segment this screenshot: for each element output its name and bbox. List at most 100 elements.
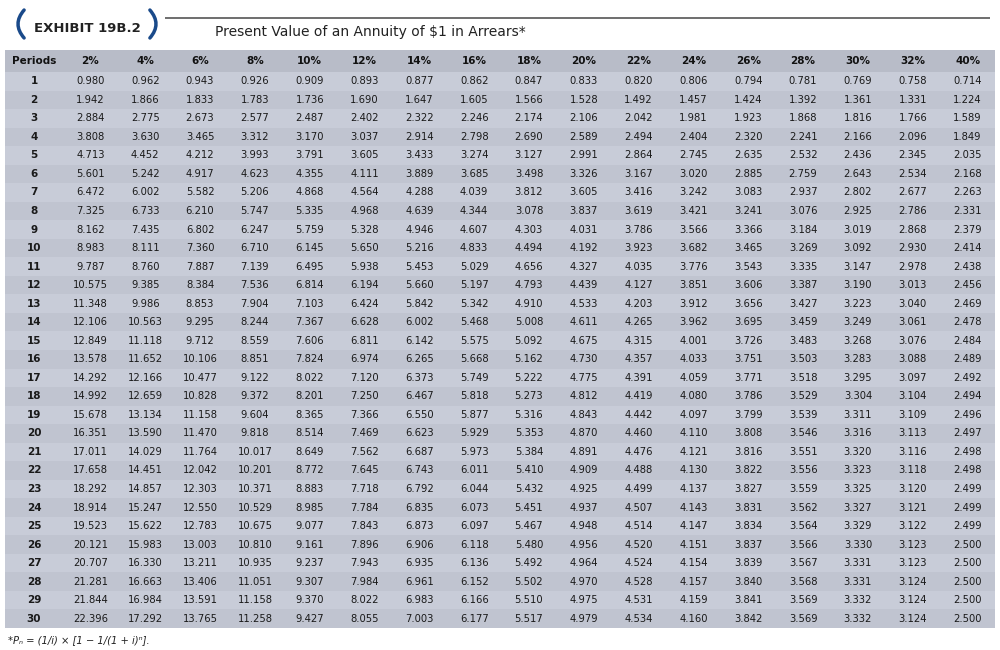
Text: 8.384: 8.384 xyxy=(186,280,214,290)
Text: 15.622: 15.622 xyxy=(128,521,163,531)
Text: 5.660: 5.660 xyxy=(405,280,434,290)
Bar xyxy=(831,573,885,591)
Text: 8.162: 8.162 xyxy=(76,224,105,235)
Bar xyxy=(776,294,831,313)
Bar xyxy=(337,517,392,536)
Text: 2.106: 2.106 xyxy=(570,113,598,124)
Text: 7.120: 7.120 xyxy=(350,373,379,383)
Bar xyxy=(721,591,776,610)
Text: 3.109: 3.109 xyxy=(899,410,927,420)
Text: 5.759: 5.759 xyxy=(295,224,324,235)
Bar xyxy=(885,202,940,220)
Text: 1.849: 1.849 xyxy=(953,132,982,142)
Bar xyxy=(63,332,118,350)
Bar xyxy=(721,276,776,294)
Bar xyxy=(447,127,502,146)
Bar xyxy=(776,146,831,164)
Bar xyxy=(447,591,502,610)
Text: 13.765: 13.765 xyxy=(183,614,218,624)
Bar xyxy=(227,554,282,573)
Text: 2.438: 2.438 xyxy=(953,261,982,272)
Text: 8.772: 8.772 xyxy=(295,465,324,475)
Text: 6.974: 6.974 xyxy=(350,354,379,364)
Bar xyxy=(556,72,611,90)
Text: 6.136: 6.136 xyxy=(460,558,488,568)
Text: 15.247: 15.247 xyxy=(128,502,163,513)
Text: 3.695: 3.695 xyxy=(734,317,763,327)
Text: 2.500: 2.500 xyxy=(953,540,982,550)
Text: 6%: 6% xyxy=(191,56,209,66)
Bar xyxy=(227,480,282,499)
Text: 12.550: 12.550 xyxy=(183,502,218,513)
Text: 9.427: 9.427 xyxy=(295,614,324,624)
Bar xyxy=(556,499,611,517)
Bar xyxy=(666,276,721,294)
Bar xyxy=(611,332,666,350)
Text: 8.022: 8.022 xyxy=(295,373,324,383)
Text: 2.786: 2.786 xyxy=(898,206,927,216)
Text: 10.017: 10.017 xyxy=(237,447,272,457)
Bar xyxy=(282,257,337,276)
Text: 8.851: 8.851 xyxy=(241,354,269,364)
Text: 20%: 20% xyxy=(571,56,596,66)
Bar xyxy=(940,90,995,109)
Bar xyxy=(227,183,282,202)
Text: 3.366: 3.366 xyxy=(734,224,763,235)
Text: 2.802: 2.802 xyxy=(844,187,872,198)
Bar xyxy=(611,202,666,220)
Text: 10.575: 10.575 xyxy=(73,280,108,290)
Text: 8.983: 8.983 xyxy=(76,243,105,253)
Text: 6.983: 6.983 xyxy=(405,595,434,605)
Text: 2.498: 2.498 xyxy=(953,447,982,457)
Bar xyxy=(502,276,556,294)
Text: 3.421: 3.421 xyxy=(679,206,708,216)
Text: 3.433: 3.433 xyxy=(405,150,433,161)
Bar xyxy=(173,90,227,109)
Bar xyxy=(831,90,885,109)
Bar xyxy=(611,146,666,164)
Text: 3.685: 3.685 xyxy=(460,169,488,179)
Bar xyxy=(63,480,118,499)
Bar xyxy=(173,276,227,294)
Text: 3.912: 3.912 xyxy=(679,298,708,309)
Bar xyxy=(556,369,611,387)
Bar xyxy=(776,517,831,536)
Bar xyxy=(611,276,666,294)
Text: 12.166: 12.166 xyxy=(128,373,163,383)
Bar xyxy=(447,387,502,406)
Bar xyxy=(392,50,447,72)
Text: 7.718: 7.718 xyxy=(350,484,379,494)
Text: 4.288: 4.288 xyxy=(405,187,434,198)
Bar xyxy=(227,517,282,536)
Bar xyxy=(940,313,995,332)
Text: 14.029: 14.029 xyxy=(128,447,163,457)
Text: 6.743: 6.743 xyxy=(405,465,434,475)
Bar xyxy=(831,183,885,202)
Bar xyxy=(940,127,995,146)
Text: 3.019: 3.019 xyxy=(844,224,872,235)
Text: 10: 10 xyxy=(27,243,41,253)
Text: 2.500: 2.500 xyxy=(953,577,982,587)
Text: 12.783: 12.783 xyxy=(183,521,217,531)
Text: 1.331: 1.331 xyxy=(899,95,927,105)
Text: 2.673: 2.673 xyxy=(186,113,214,124)
Bar xyxy=(831,406,885,424)
Bar xyxy=(721,443,776,462)
Text: 7.606: 7.606 xyxy=(295,336,324,346)
Text: 16%: 16% xyxy=(462,56,487,66)
Bar xyxy=(502,573,556,591)
Bar xyxy=(118,406,173,424)
Bar xyxy=(447,257,502,276)
Bar xyxy=(447,406,502,424)
Text: 3.556: 3.556 xyxy=(789,465,817,475)
Text: 4.157: 4.157 xyxy=(679,577,708,587)
Bar xyxy=(392,350,447,369)
Text: 12.042: 12.042 xyxy=(183,465,217,475)
Bar xyxy=(63,220,118,239)
Bar xyxy=(502,257,556,276)
Bar xyxy=(227,369,282,387)
Bar xyxy=(282,369,337,387)
Text: 4.143: 4.143 xyxy=(679,502,708,513)
Text: 5.510: 5.510 xyxy=(515,595,543,605)
Bar xyxy=(611,183,666,202)
